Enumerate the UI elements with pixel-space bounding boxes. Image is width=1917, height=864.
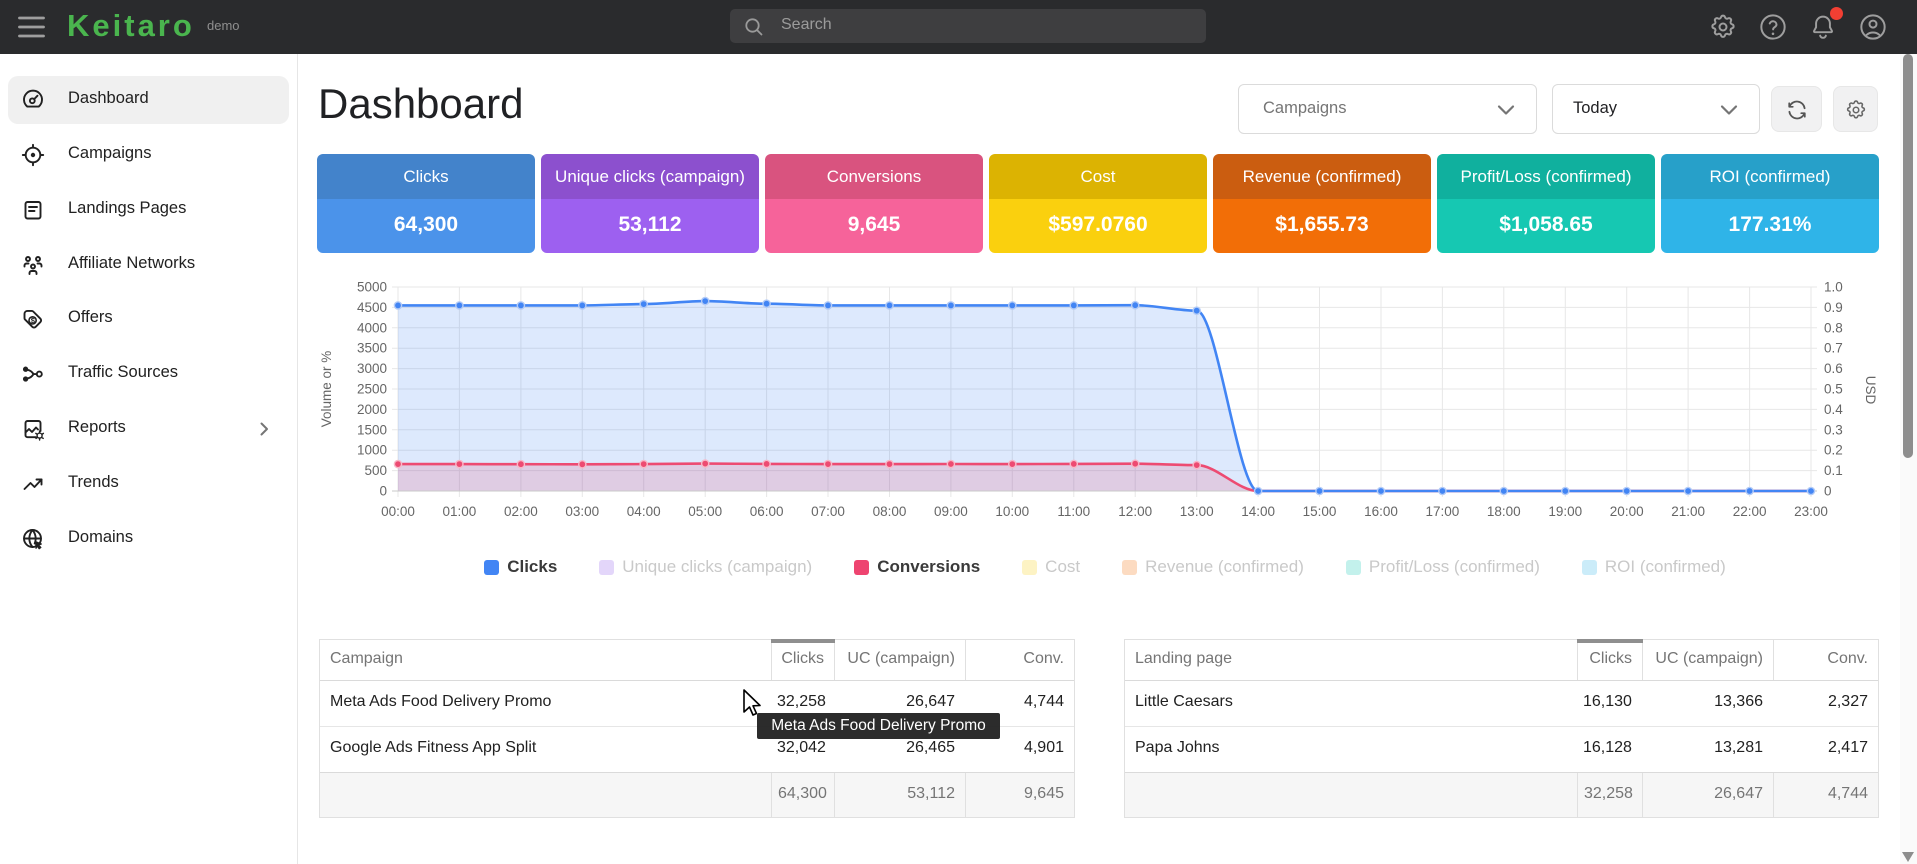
svg-text:08:00: 08:00	[873, 504, 907, 519]
svg-text:1.0: 1.0	[1824, 280, 1843, 295]
svg-text:12:00: 12:00	[1118, 504, 1152, 519]
svg-text:06:00: 06:00	[750, 504, 784, 519]
svg-text:05:00: 05:00	[688, 504, 722, 519]
svg-text:03:00: 03:00	[565, 504, 599, 519]
svg-text:07:00: 07:00	[811, 504, 845, 519]
svg-text:23:00: 23:00	[1794, 504, 1828, 519]
svg-text:0.2: 0.2	[1824, 443, 1843, 458]
svg-text:20:00: 20:00	[1610, 504, 1644, 519]
svg-text:3000: 3000	[357, 361, 387, 376]
svg-text:09:00: 09:00	[934, 504, 968, 519]
svg-text:Volume or %: Volume or %	[319, 351, 334, 428]
svg-text:18:00: 18:00	[1487, 504, 1521, 519]
svg-text:02:00: 02:00	[504, 504, 538, 519]
svg-text:0.6: 0.6	[1824, 361, 1843, 376]
svg-text:0.3: 0.3	[1824, 422, 1843, 437]
svg-text:01:00: 01:00	[443, 504, 477, 519]
svg-text:0: 0	[1824, 484, 1832, 499]
svg-text:500: 500	[364, 463, 387, 478]
svg-text:16:00: 16:00	[1364, 504, 1398, 519]
svg-text:2000: 2000	[357, 402, 387, 417]
svg-text:13:00: 13:00	[1180, 504, 1214, 519]
svg-text:21:00: 21:00	[1671, 504, 1705, 519]
svg-text:0.5: 0.5	[1824, 382, 1843, 397]
svg-text:3500: 3500	[357, 341, 387, 356]
svg-text:14:00: 14:00	[1241, 504, 1275, 519]
svg-text:10:00: 10:00	[995, 504, 1029, 519]
svg-text:0: 0	[379, 484, 387, 499]
svg-text:17:00: 17:00	[1426, 504, 1460, 519]
svg-text:0.7: 0.7	[1824, 341, 1843, 356]
svg-text:0.1: 0.1	[1824, 463, 1843, 478]
svg-text:0.9: 0.9	[1824, 300, 1843, 315]
svg-text:USD: USD	[1863, 376, 1878, 405]
svg-text:15:00: 15:00	[1303, 504, 1337, 519]
svg-text:1000: 1000	[357, 443, 387, 458]
svg-text:1500: 1500	[357, 422, 387, 437]
svg-text:$: $	[31, 316, 36, 325]
svg-text:19:00: 19:00	[1548, 504, 1582, 519]
svg-text:2500: 2500	[357, 382, 387, 397]
svg-text:04:00: 04:00	[627, 504, 661, 519]
svg-text:4000: 4000	[357, 320, 387, 335]
svg-text:0.8: 0.8	[1824, 320, 1843, 335]
svg-text:00:00: 00:00	[381, 504, 415, 519]
svg-text:11:00: 11:00	[1057, 504, 1090, 519]
svg-text:22:00: 22:00	[1733, 504, 1767, 519]
svg-text:0.4: 0.4	[1824, 402, 1843, 417]
svg-text:5000: 5000	[357, 280, 387, 295]
svg-text:4500: 4500	[357, 300, 387, 315]
